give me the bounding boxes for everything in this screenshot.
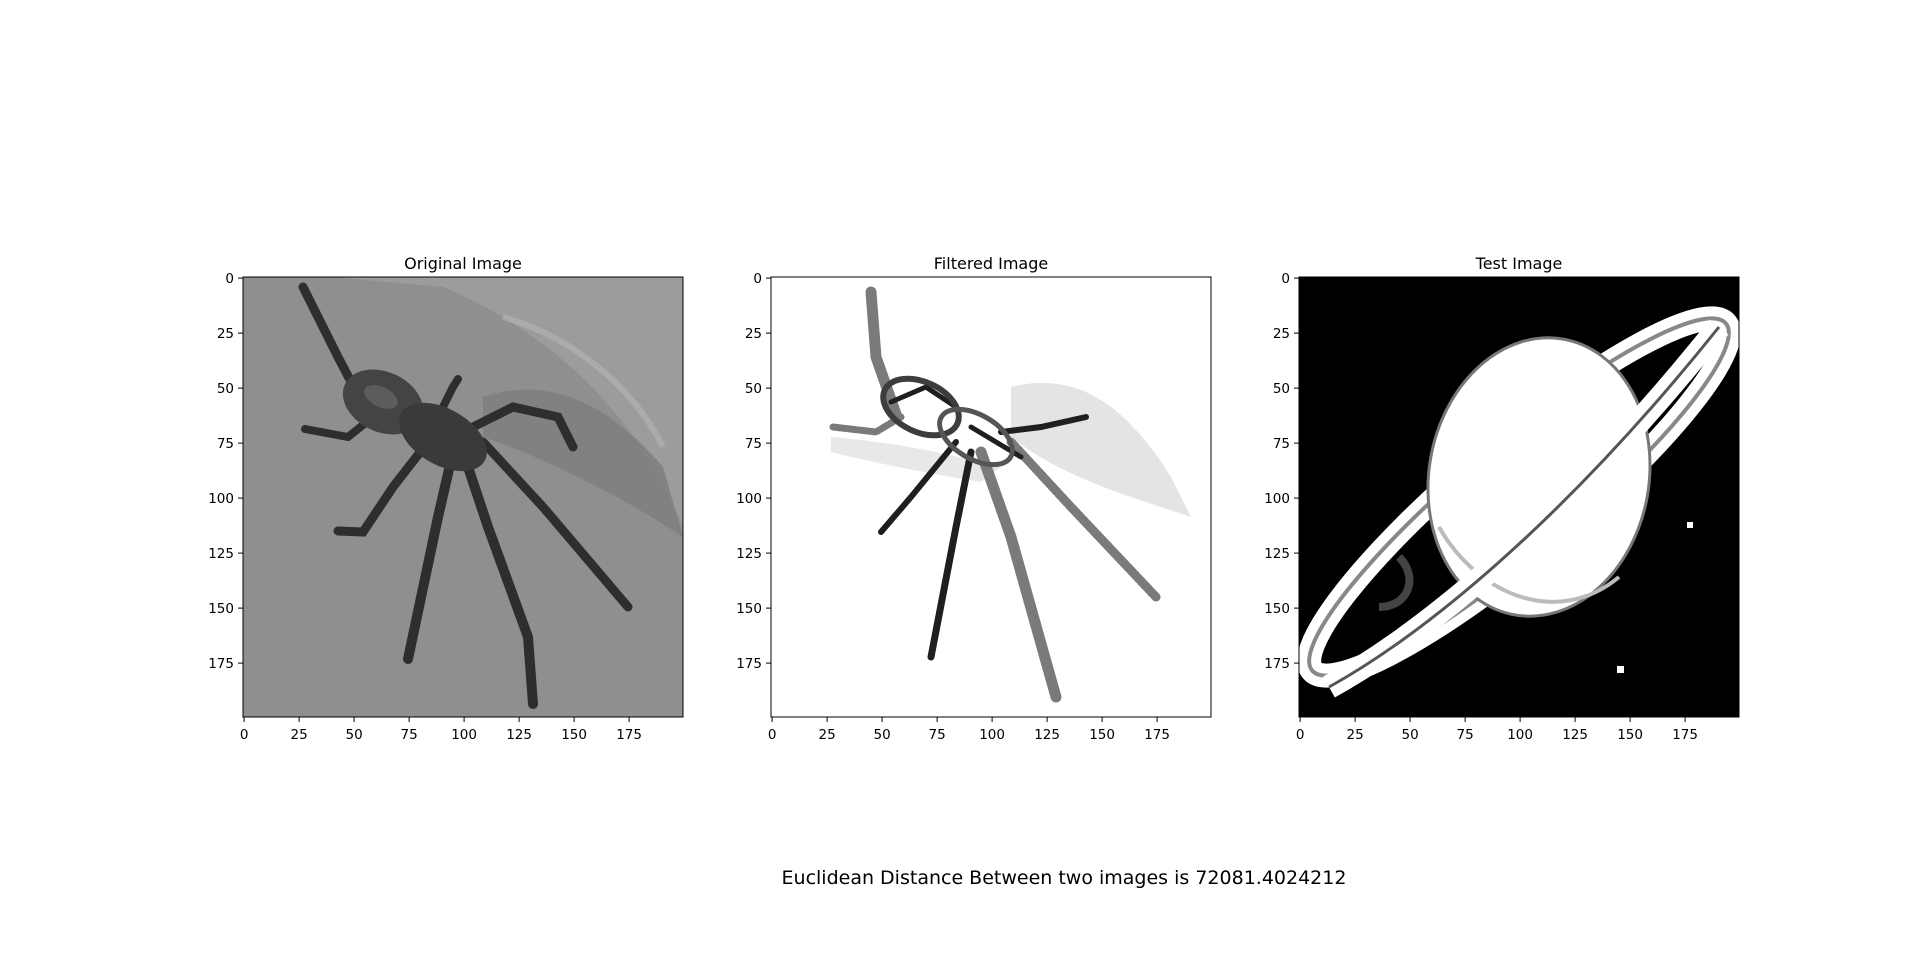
panel-test: Test Image 0 25 50 75 100 125 150 175 0 25 50 75 10… (1264, 254, 1740, 743)
y-tick-label: 150 (736, 601, 762, 617)
x-tick-label: 0 (768, 727, 777, 743)
panel-title-test: Test Image (1475, 254, 1563, 273)
spider-image (243, 277, 683, 717)
y-tick-label: 50 (217, 381, 234, 397)
x-tick-label: 100 (1507, 727, 1533, 743)
y-tick-label: 175 (1264, 656, 1290, 672)
y-axis-test: 0 25 50 75 100 125 150 175 (1264, 271, 1299, 672)
x-axis-filtered: 0 25 50 75 100 125 150 175 (768, 717, 1170, 743)
y-tick-label: 100 (736, 491, 762, 507)
y-tick-label: 0 (225, 271, 234, 287)
y-tick-label: 100 (208, 491, 234, 507)
y-axis-filtered: 0 25 50 75 100 125 150 175 (736, 271, 771, 672)
y-axis-original: 0 25 50 75 100 125 150 175 (208, 271, 243, 672)
filtered-spider-image (771, 277, 1211, 717)
y-tick-label: 125 (208, 546, 234, 562)
y-tick-label: 150 (1264, 601, 1290, 617)
x-axis-original: 0 25 50 75 100 125 150 175 (240, 717, 642, 743)
x-tick-label: 175 (1672, 727, 1698, 743)
x-tick-label: 125 (1034, 727, 1060, 743)
x-tick-label: 150 (1089, 727, 1115, 743)
panel-title-filtered: Filtered Image (934, 254, 1048, 273)
y-tick-label: 75 (217, 436, 234, 452)
x-tick-label: 125 (506, 727, 532, 743)
x-tick-label: 175 (1144, 727, 1170, 743)
x-tick-label: 0 (1296, 727, 1305, 743)
x-tick-label: 50 (346, 727, 363, 743)
y-tick-label: 125 (736, 546, 762, 562)
x-tick-label: 100 (451, 727, 477, 743)
x-tick-label: 75 (929, 727, 946, 743)
x-tick-label: 150 (561, 727, 587, 743)
y-tick-label: 75 (1273, 436, 1290, 452)
x-tick-label: 125 (1562, 727, 1588, 743)
y-tick-label: 75 (745, 436, 762, 452)
y-tick-label: 25 (1273, 326, 1290, 342)
y-tick-label: 0 (1281, 271, 1290, 287)
x-tick-label: 50 (874, 727, 891, 743)
x-tick-label: 175 (616, 727, 642, 743)
x-axis-test: 0 25 50 75 100 125 150 175 (1296, 717, 1698, 743)
saturn-image (1299, 277, 1739, 717)
euclidean-distance-caption: Euclidean Distance Between two images is… (782, 867, 1347, 889)
x-tick-label: 50 (1402, 727, 1419, 743)
y-tick-label: 125 (1264, 546, 1290, 562)
x-tick-label: 100 (979, 727, 1005, 743)
panel-title-original: Original Image (404, 254, 522, 273)
x-tick-label: 75 (1457, 727, 1474, 743)
y-tick-label: 25 (217, 326, 234, 342)
x-tick-label: 25 (819, 727, 836, 743)
y-tick-label: 0 (753, 271, 762, 287)
x-tick-label: 25 (291, 727, 308, 743)
x-tick-label: 75 (401, 727, 418, 743)
y-tick-label: 100 (1264, 491, 1290, 507)
y-tick-label: 25 (745, 326, 762, 342)
y-tick-label: 175 (736, 656, 762, 672)
y-tick-label: 50 (745, 381, 762, 397)
x-tick-label: 0 (240, 727, 249, 743)
x-tick-label: 25 (1347, 727, 1364, 743)
x-tick-label: 150 (1617, 727, 1643, 743)
y-tick-label: 50 (1273, 381, 1290, 397)
y-tick-label: 175 (208, 656, 234, 672)
y-tick-label: 150 (208, 601, 234, 617)
